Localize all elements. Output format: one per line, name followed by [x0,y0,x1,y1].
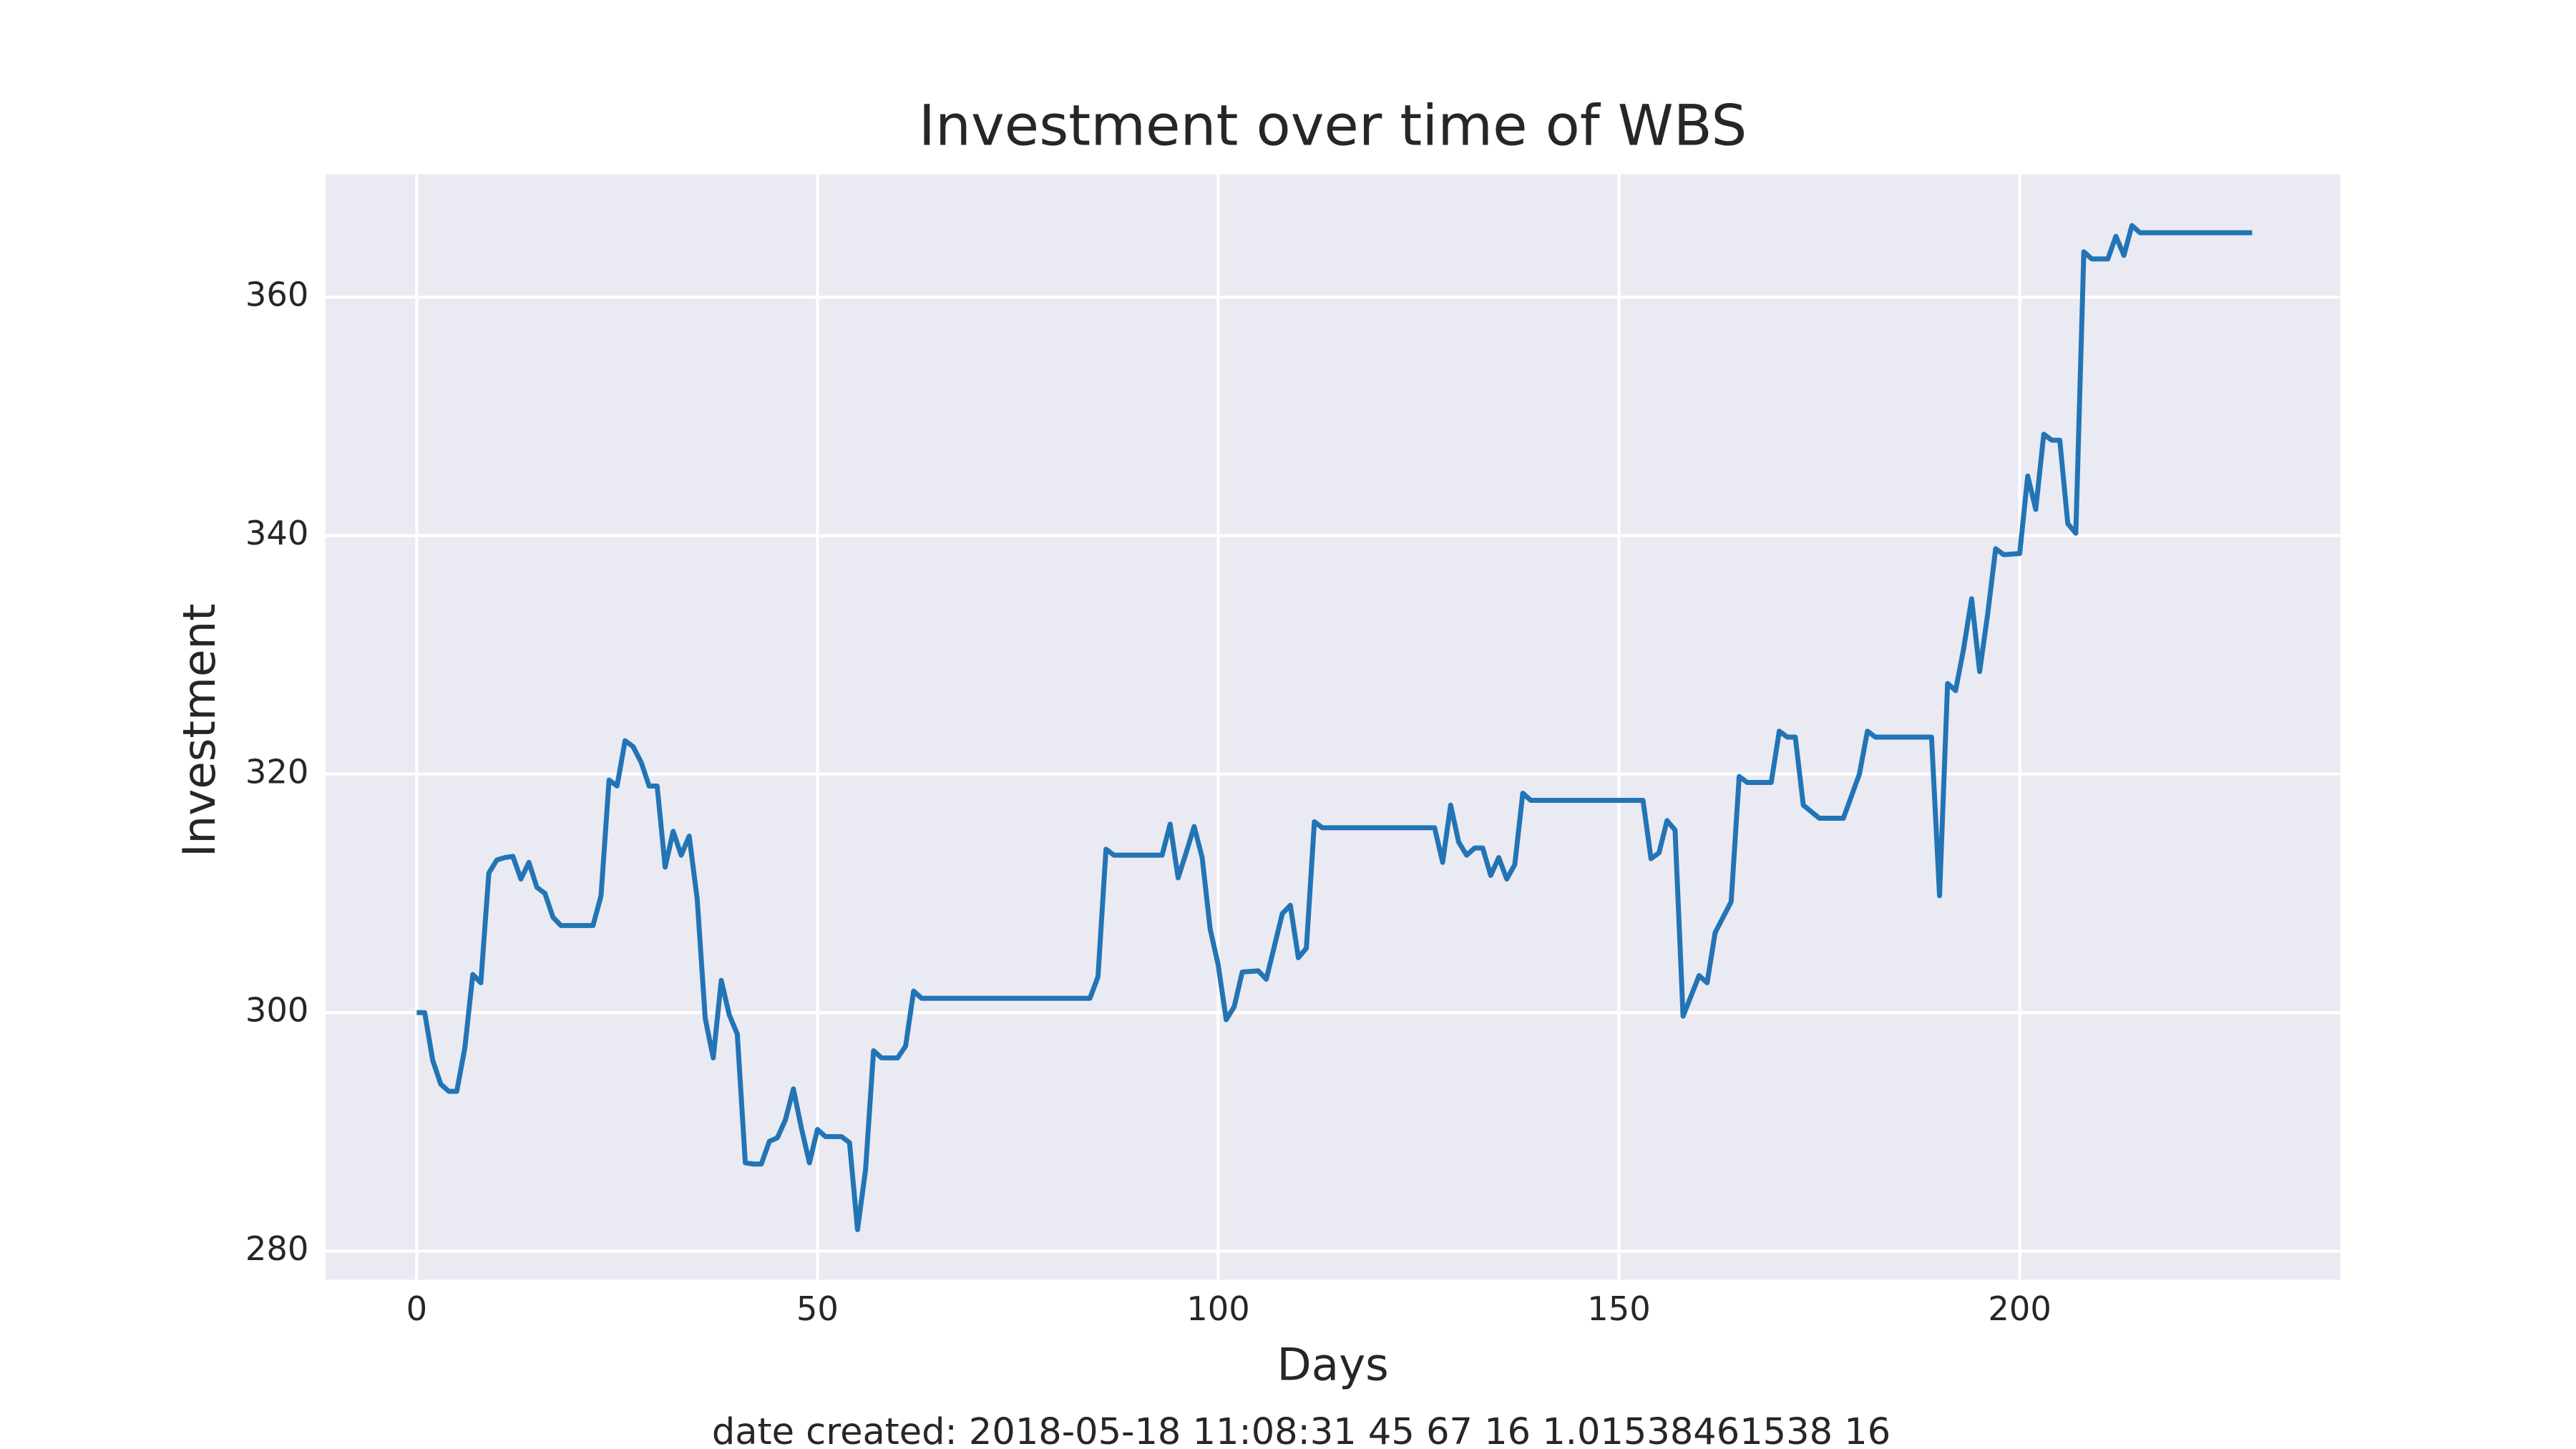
x-axis-label: Days [1277,1338,1389,1390]
x-tick-label: 50 [796,1289,839,1328]
grid [325,174,2341,1280]
footnote: date created: 2018-05-18 11:08:31 45 67 … [712,1411,1890,1449]
chart-title: Investment over time of WBS [919,92,1747,158]
y-tick-label: 320 [245,752,309,791]
y-tick-label: 300 [245,991,309,1030]
y-axis-label: Investment [173,603,225,857]
x-tick-label: 0 [406,1289,428,1328]
y-tick-label: 360 [245,275,309,314]
data-line [416,223,2253,1232]
x-tick-label: 200 [1988,1289,2051,1328]
y-tick-label: 280 [245,1229,309,1268]
x-tick-label: 150 [1587,1289,1651,1328]
y-tick-label: 340 [245,514,309,552]
x-tick-label: 100 [1186,1289,1250,1328]
plot-area [325,174,2341,1280]
marks [416,223,2253,1232]
